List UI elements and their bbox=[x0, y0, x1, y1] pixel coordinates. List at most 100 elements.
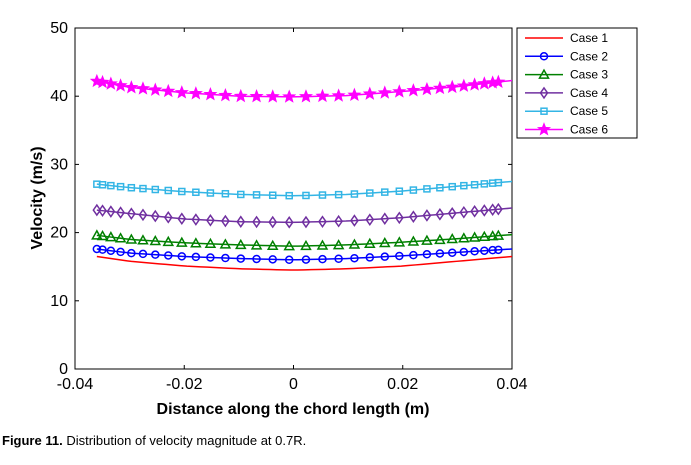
data-point-case-6 bbox=[113, 78, 128, 92]
legend: Case 1 Case 2 Case 3 Case 4 Case 5 Case 6 bbox=[516, 27, 638, 139]
legend-marker-case-2 bbox=[539, 52, 549, 61]
data-point-case-3 bbox=[114, 232, 127, 243]
data-point-case-4 bbox=[365, 213, 375, 226]
data-point-case-5 bbox=[395, 187, 404, 195]
y-tick-label: 10 bbox=[50, 293, 68, 310]
data-point-case-3 bbox=[458, 232, 470, 243]
x-tick-label: -0.02 bbox=[166, 376, 203, 393]
data-point-case-5 bbox=[139, 184, 147, 193]
data-point-case-3 bbox=[434, 233, 446, 245]
data-point-case-2 bbox=[494, 245, 503, 255]
series-line-case-1 bbox=[96, 255, 513, 271]
data-point-case-5 bbox=[178, 187, 186, 196]
data-point-case-5 bbox=[436, 184, 444, 192]
data-point-case-6 bbox=[188, 86, 203, 100]
data-point-case-3 bbox=[348, 238, 361, 249]
data-point-case-6 bbox=[124, 80, 139, 94]
data-point-case-3 bbox=[91, 229, 103, 240]
data-point-case-6 bbox=[148, 82, 163, 96]
data-point-case-5 bbox=[164, 186, 173, 195]
data-point-case-2 bbox=[350, 253, 359, 263]
legend-label-case-3: Case 3 bbox=[570, 68, 608, 82]
data-point-case-3 bbox=[137, 234, 149, 245]
data-point-case-5 bbox=[206, 189, 215, 197]
data-point-case-3 bbox=[204, 237, 217, 249]
data-point-case-4 bbox=[479, 204, 489, 217]
data-point-case-3 bbox=[492, 229, 505, 240]
y-tick-label: 40 bbox=[50, 88, 68, 105]
data-point-case-2 bbox=[409, 250, 418, 260]
data-point-case-2 bbox=[177, 252, 187, 261]
y-tick-label: 20 bbox=[50, 225, 68, 242]
x-tick-label: 0.04 bbox=[496, 376, 527, 393]
data-point-case-3 bbox=[234, 238, 247, 250]
data-point-case-6 bbox=[362, 86, 377, 100]
data-point-case-2 bbox=[268, 255, 277, 264]
data-point-case-3 bbox=[149, 234, 162, 246]
data-point-case-3 bbox=[162, 235, 175, 247]
legend-box bbox=[516, 27, 638, 139]
series-layer bbox=[89, 73, 513, 271]
data-point-case-5 bbox=[381, 188, 389, 196]
data-point-case-4 bbox=[435, 208, 445, 221]
data-point-case-2 bbox=[480, 246, 489, 255]
data-point-case-5 bbox=[334, 190, 343, 199]
data-point-case-6 bbox=[419, 81, 434, 96]
data-point-case-6 bbox=[174, 85, 189, 99]
data-point-case-4 bbox=[191, 213, 201, 226]
data-point-case-6 bbox=[406, 83, 421, 97]
data-point-case-5 bbox=[107, 181, 115, 190]
data-point-case-4 bbox=[268, 215, 278, 229]
legend-label-case-5: Case 5 bbox=[570, 104, 608, 118]
y-tick-label: 50 bbox=[50, 20, 68, 37]
data-point-case-5 bbox=[116, 182, 125, 191]
data-point-case-3 bbox=[393, 236, 406, 247]
legend-marker-case-4 bbox=[539, 86, 549, 100]
series-case-3 bbox=[91, 229, 513, 251]
data-point-case-4 bbox=[408, 210, 418, 223]
legend-marker-case-5 bbox=[540, 107, 548, 115]
data-point-case-4 bbox=[126, 207, 136, 220]
data-point-case-2 bbox=[98, 245, 107, 254]
data-point-case-5 bbox=[268, 191, 277, 200]
data-point-case-6 bbox=[265, 89, 280, 103]
data-point-case-4 bbox=[301, 215, 311, 229]
data-point-case-4 bbox=[236, 215, 246, 229]
data-point-case-5 bbox=[423, 185, 431, 193]
data-point-case-6 bbox=[135, 81, 150, 95]
data-point-case-6 bbox=[467, 77, 482, 91]
data-point-case-2 bbox=[221, 253, 230, 263]
data-point-case-6 bbox=[298, 89, 313, 103]
series-case-4 bbox=[92, 202, 513, 229]
series-case-5 bbox=[93, 178, 513, 200]
data-point-case-4 bbox=[318, 215, 327, 228]
y-axis-label: Velocity (m/s) bbox=[29, 146, 46, 249]
data-point-case-2 bbox=[106, 246, 116, 255]
data-point-case-2 bbox=[318, 254, 327, 264]
data-point-case-2 bbox=[138, 249, 148, 259]
data-point-case-6 bbox=[392, 84, 407, 98]
legend-label-case-6: Case 6 bbox=[570, 123, 608, 137]
data-point-case-2 bbox=[488, 245, 497, 255]
data-point-case-3 bbox=[446, 233, 459, 244]
legend-label-case-4: Case 4 bbox=[570, 86, 608, 100]
data-point-case-2 bbox=[127, 248, 136, 258]
data-point-case-6 bbox=[432, 80, 447, 95]
data-point-case-5 bbox=[460, 181, 468, 190]
y-tick-label: 30 bbox=[50, 156, 68, 173]
data-point-case-4 bbox=[138, 208, 148, 222]
data-point-case-3 bbox=[176, 236, 188, 247]
data-point-case-6 bbox=[445, 79, 460, 94]
data-point-case-2 bbox=[447, 248, 457, 257]
data-point-case-2 bbox=[395, 251, 404, 261]
data-point-case-4 bbox=[447, 206, 457, 220]
series-case-1 bbox=[96, 255, 513, 271]
data-point-case-5 bbox=[480, 180, 489, 188]
data-point-case-5 bbox=[350, 190, 359, 198]
data-point-case-4 bbox=[422, 209, 432, 222]
data-point-case-6 bbox=[456, 78, 471, 92]
data-point-case-4 bbox=[92, 203, 102, 217]
data-point-case-3 bbox=[266, 239, 279, 250]
legend-marker-case-3 bbox=[538, 68, 550, 79]
data-point-case-4 bbox=[205, 213, 215, 227]
